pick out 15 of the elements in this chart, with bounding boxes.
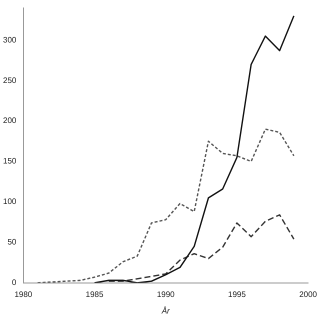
line-series xyxy=(108,214,295,282)
y-tick-label: 300 xyxy=(2,35,17,44)
y-tick-label: 150 xyxy=(2,156,17,166)
y-tick-label: 200 xyxy=(2,116,17,126)
y-tick-label: 100 xyxy=(2,197,17,206)
y-tick-label: 250 xyxy=(2,76,17,85)
x-tick-label: 2000 xyxy=(299,290,318,299)
x-axis-title: År xyxy=(160,306,170,316)
x-tick-label: 1985 xyxy=(86,290,104,299)
x-tick-label: 1995 xyxy=(228,290,246,299)
x-tick-label: 1980 xyxy=(14,290,33,299)
line-series xyxy=(36,128,295,283)
y-tick-label: 50 xyxy=(7,238,17,247)
x-tick-label: 1990 xyxy=(156,290,176,299)
y-tick-label: 0 xyxy=(12,278,17,288)
